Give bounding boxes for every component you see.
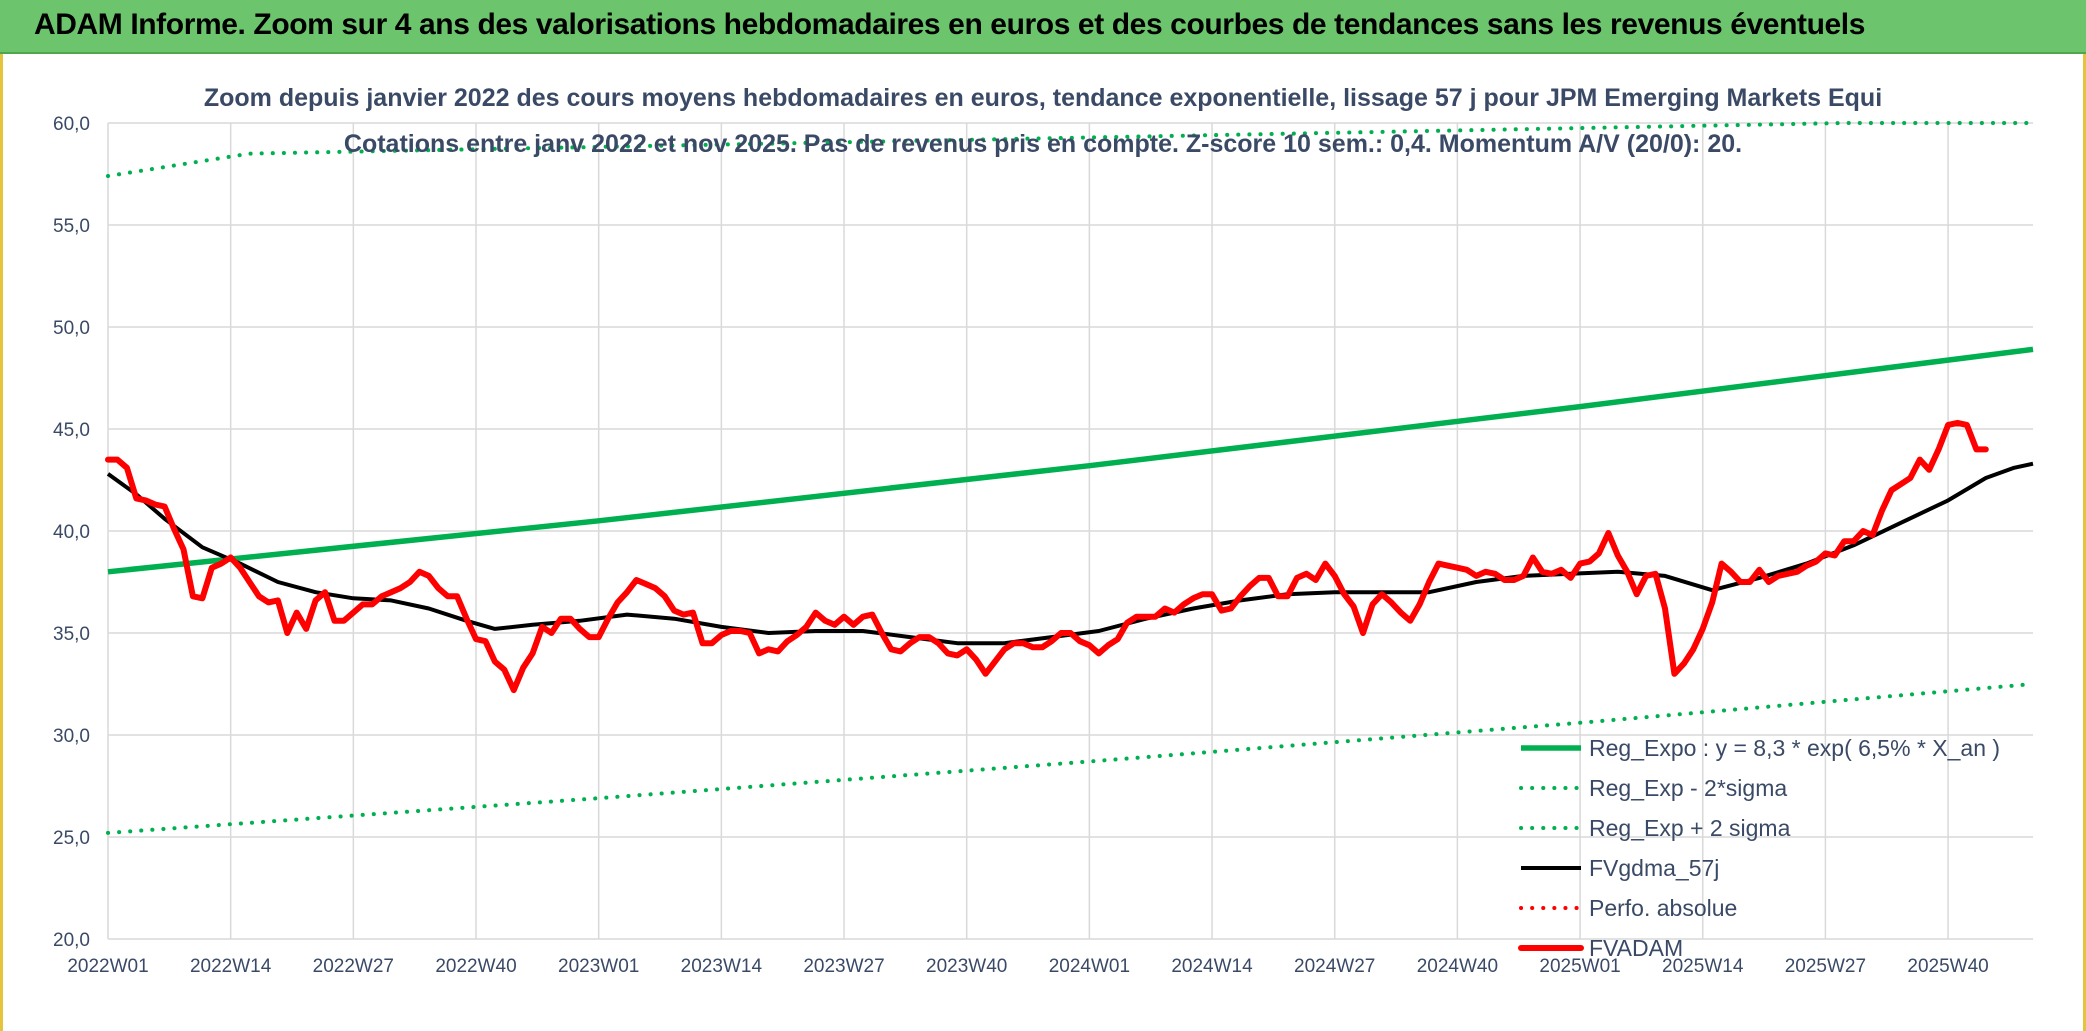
series-layer [105,121,2035,835]
x-tick-label: 2023W01 [558,956,639,977]
legend: Reg_Expo : y = 8,3 * exp( 6,5% * X_an ) R… [1518,735,2000,961]
y-tick-label: 45,0 [53,420,90,441]
x-tick-label: 2024W27 [1294,956,1375,977]
axis-layer: 20,0 25,0 30,0 35,0 40,0 45,0 50,0 55,0 60,0 2022… [53,114,1989,977]
legend-label-1: Reg_Exp - 2*sigma [1589,775,1787,801]
x-tick-label: 2025W14 [1662,956,1744,977]
y-tick-label: 25,0 [53,828,90,849]
series-line-5 [105,419,1989,694]
report-banner: ADAM Informe. Zoom sur 4 ans des valoris… [0,0,2086,54]
x-tick-label: 2022W27 [313,956,394,977]
y-tick-label: 60,0 [53,114,90,135]
legend-label-3: FVgdma_57j [1589,855,1719,881]
x-tick-label: 2025W27 [1785,956,1866,977]
x-tick-label: 2022W14 [190,956,272,977]
series-line-2 [106,121,2035,178]
series-line-0 [107,346,2034,575]
y-tick-label: 35,0 [53,624,90,645]
y-tick-label: 30,0 [53,726,90,747]
x-tick-label: 2024W01 [1049,956,1130,977]
y-tick-label: 20,0 [53,930,90,951]
series-line-3 [106,461,2034,646]
y-tick-label: 50,0 [53,318,90,339]
legend-label-0: Reg_Expo : y = 8,3 * exp( 6,5% * X_an ) [1589,735,2000,761]
x-tick-label: 2025W40 [1907,956,1988,977]
x-tick-label: 2023W40 [926,956,1007,977]
x-tick-label: 2023W27 [803,956,884,977]
chart-title: Zoom depuis janvier 2022 des cours moyen… [204,84,1882,112]
legend-label-4: Perfo. absolue [1589,895,1737,921]
legend-label-5: FVADAM [1589,935,1683,961]
chart-subtitle: Cotations entre janv 2022 et nov 2025. P… [344,130,1742,158]
x-tick-label: 2024W14 [1171,956,1253,977]
line-chart: 20,0 25,0 30,0 35,0 40,0 45,0 50,0 55,0 60,0 2022… [53,84,2035,977]
report-title: ADAM Informe. Zoom sur 4 ans des valoris… [34,8,1866,41]
y-tick-label: 40,0 [53,522,90,543]
legend-label-2: Reg_Exp + 2 sigma [1589,815,1791,841]
x-tick-label: 2024W40 [1417,956,1498,977]
chart-title-block: Zoom depuis janvier 2022 des cours moyen… [204,84,1882,158]
x-tick-label: 2023W14 [681,956,763,977]
chart-frame: 20,0 25,0 30,0 35,0 40,0 45,0 50,0 55,0 60,0 2022… [0,54,2086,1031]
y-tick-label: 55,0 [53,216,90,237]
x-tick-label: 2022W01 [67,956,148,977]
x-tick-label: 2025W01 [1539,956,1620,977]
x-tick-label: 2022W40 [435,956,516,977]
